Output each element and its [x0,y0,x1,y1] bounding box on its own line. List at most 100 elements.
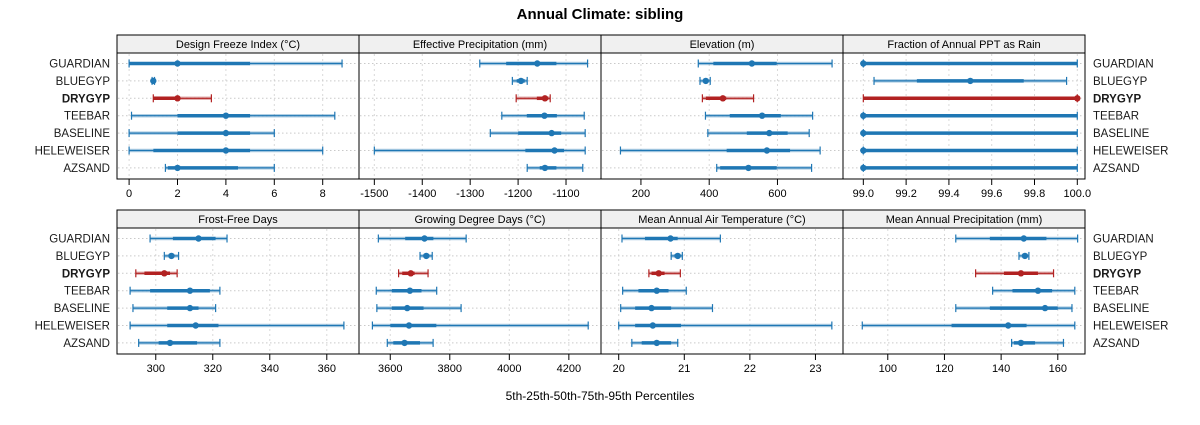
series-heleweiser [373,146,586,155]
series-bluegyp [150,76,157,85]
series-guardian [377,234,467,243]
median-dot [541,164,549,172]
series-drygyp [701,94,755,103]
category-label-right: BLUEGYP [1093,76,1148,88]
median-dot [653,287,660,294]
series-bluegyp [670,251,683,260]
category-label-right: BLUEGYP [1093,251,1148,263]
median-dot [674,252,681,260]
tick-label: 2 [174,188,180,200]
tick-label: 100.0 [1064,188,1092,200]
strip-header [842,209,1086,229]
series-baseline [128,129,275,138]
series-drygyp [152,94,212,103]
series-heleweiser [618,321,833,330]
series-baseline [860,129,1078,138]
strip-title: Mean Annual Air Temperature (°C) [638,214,805,226]
category-label-right: HELEWEISER [1093,321,1168,333]
series-drygyp [862,94,1081,103]
tick-label: -1500 [360,188,388,200]
median-dot [719,95,727,102]
series-guardian [860,59,1078,68]
strip-title: Growing Degree Days (°C) [415,214,546,226]
median-dot [1017,339,1025,347]
series-teebar [860,111,1078,120]
median-dot [1017,270,1025,277]
median-dot [649,322,657,329]
series-azsand [164,163,275,172]
series-baseline [620,304,714,313]
strip-title: Effective Precipitation (mm) [413,39,547,51]
panel-fraction-of-annual-ppt-as-rain: Fraction of Annual PPT as Rain 99.0 99.2 99… [842,34,1092,200]
panel-growing-degree-days-c: Growing Degree Days (°C) 3600 3800 4000 4200 [358,209,602,375]
tick-label: 3600 [378,363,402,375]
series-baseline [132,304,217,313]
series-azsand [526,163,584,172]
series-drygyp [648,269,681,278]
median-dot [1034,287,1042,294]
tick-label: 140 [992,363,1010,375]
series-heleweiser [619,146,821,155]
series-heleweiser [129,321,345,330]
median-dot [655,270,662,277]
panel-design-freeze-index-c: Design Freeze Index (°C) 0 2 4 6 8 [116,34,360,200]
series-teebar [130,111,336,120]
strip-header [842,34,1086,54]
median-dot [967,77,974,85]
series-guardian [955,234,1079,243]
series-azsand [716,163,813,172]
median-dot [860,147,867,154]
strip-title: Frost-Free Days [198,214,278,226]
median-dot [406,287,414,294]
tick-label: 4000 [497,363,521,375]
median-dot [541,95,549,102]
series-teebar [704,111,814,120]
tick-label: 100 [879,363,897,375]
median-dot [860,129,867,137]
category-label-right: AZSAND [1093,163,1140,175]
median-dot [548,129,555,137]
category-label-right: DRYGYP [1093,93,1141,105]
median-dot [407,270,414,277]
panel-elevation-m: Elevation (m) 200 400 600 [600,34,844,200]
panel-mean-annual-precipitation-mm: Mean Annual Precipitation (mm) 100 120 140 1… [842,209,1086,375]
tick-label: -1300 [456,188,484,200]
median-dot [534,60,541,67]
median-dot [222,147,230,154]
tick-label: 4 [223,188,229,200]
median-dot [860,112,867,119]
series-bluegyp [511,76,528,85]
strip-title: Fraction of Annual PPT as Rain [887,39,1040,51]
series-teebar [992,286,1076,295]
tick-label: 23 [809,363,821,375]
strip-title: Elevation (m) [690,39,755,51]
median-dot [551,147,558,154]
category-label-left: HELEWEISER [35,146,110,158]
series-bluegyp [419,251,433,260]
median-dot [166,339,174,347]
category-label-left: TEEBAR [64,111,110,123]
median-dot [168,252,175,260]
median-dot [401,339,408,347]
median-dot [186,304,194,312]
category-label-right: BASELINE [1093,303,1150,315]
tick-label: -1200 [504,188,532,200]
category-label-left: HELEWEISER [35,321,110,333]
category-label-left: GUARDIAN [49,59,110,71]
tick-label: 99.8 [1024,188,1045,200]
category-label-right: DRYGYP [1093,268,1141,280]
median-dot [174,164,181,172]
tick-label: 120 [935,363,953,375]
strip-title: Mean Annual Precipitation (mm) [886,214,1043,226]
series-heleweiser [860,146,1078,155]
series-guardian [697,59,833,68]
tick-label: 99.4 [938,188,959,200]
series-teebar [375,286,438,295]
tick-label: 99.6 [981,188,1002,200]
tick-label: 200 [632,188,650,200]
category-label-right: TEEBAR [1093,286,1139,298]
series-azsand [631,338,679,347]
median-dot [421,235,428,242]
category-label-left: BLUEGYP [56,76,111,88]
